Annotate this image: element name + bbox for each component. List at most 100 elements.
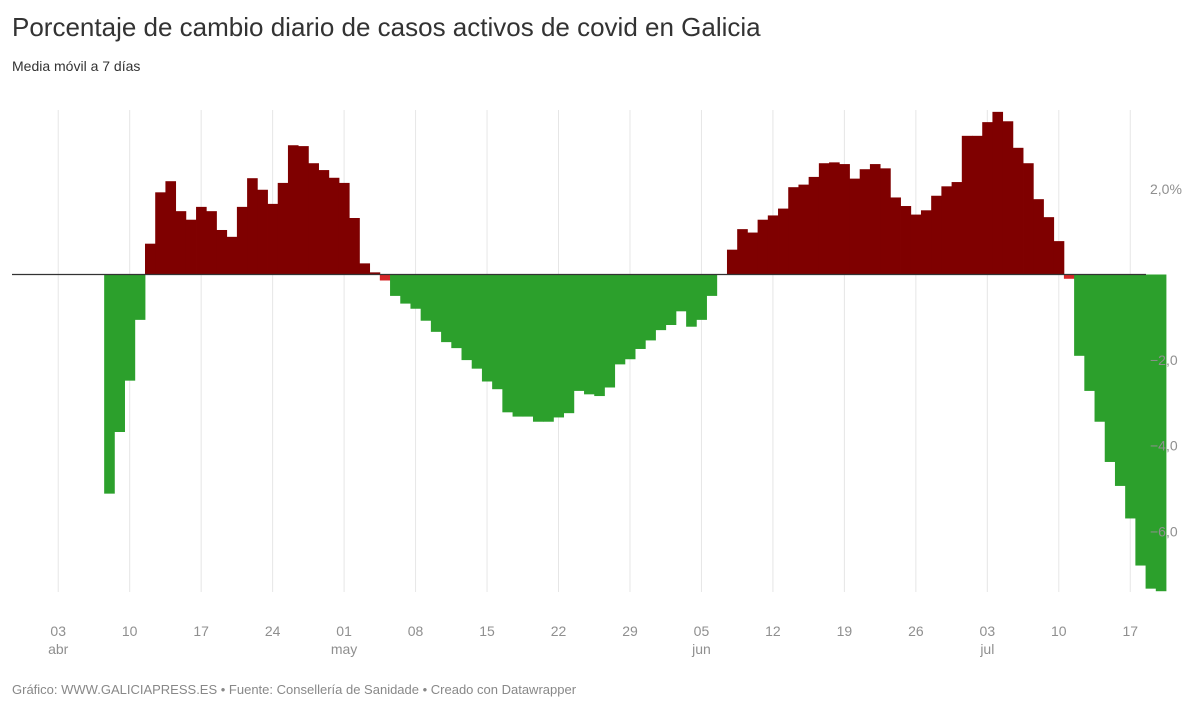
bar — [247, 178, 258, 275]
bar — [134, 274, 146, 320]
bar — [941, 186, 952, 275]
bar — [675, 274, 687, 312]
bar — [420, 274, 432, 321]
bar — [563, 274, 575, 414]
bar — [430, 274, 442, 332]
x-tick-label: 03 — [50, 623, 66, 639]
bar — [175, 211, 187, 275]
bar — [737, 229, 748, 275]
x-tick-month-label: jul — [979, 641, 994, 657]
x-tick-month-label: may — [331, 641, 357, 657]
bar — [1114, 274, 1126, 486]
bar — [818, 163, 830, 275]
y-tick-label: −2,0 — [1150, 352, 1178, 368]
bar — [1145, 274, 1157, 589]
bar — [951, 182, 963, 275]
x-tick-label: 17 — [193, 623, 209, 639]
bar — [1033, 199, 1044, 275]
bar — [747, 232, 759, 275]
bar — [788, 187, 799, 275]
bar — [890, 197, 901, 275]
bar — [543, 274, 554, 422]
bar — [318, 170, 330, 275]
bar — [124, 274, 136, 381]
bar — [349, 218, 360, 275]
bar — [992, 111, 1004, 275]
bar — [1155, 274, 1167, 592]
bar — [961, 135, 973, 275]
x-tick-label: 24 — [265, 623, 281, 639]
bar — [849, 178, 861, 275]
x-tick-label: 10 — [1051, 623, 1067, 639]
bar — [614, 274, 626, 365]
bar — [604, 274, 616, 388]
chart-subtitle: Media móvil a 7 días — [12, 58, 141, 74]
x-tick-label: 12 — [765, 623, 781, 639]
bar — [512, 274, 524, 417]
x-tick-label: 17 — [1122, 623, 1138, 639]
bar — [104, 274, 115, 494]
bar — [196, 206, 207, 275]
x-tick-month-label: abr — [48, 641, 69, 657]
x-tick-label: 15 — [479, 623, 495, 639]
bar — [839, 164, 850, 275]
bar — [859, 169, 871, 275]
x-axis-ticks: 03 abr 10 17 24 01 may 08 15 22 29 05 jun 12 19 26 03 jul… — [48, 623, 1138, 657]
bar — [982, 122, 993, 275]
bar — [869, 164, 881, 275]
y-tick-label: 2,0% — [1150, 181, 1182, 197]
bar — [338, 182, 350, 275]
bar — [492, 274, 503, 390]
bar — [686, 274, 697, 327]
bar — [277, 182, 289, 275]
bar — [1135, 274, 1146, 566]
x-tick-label: 19 — [837, 623, 853, 639]
bar — [573, 274, 585, 391]
bar — [1084, 274, 1095, 391]
bar — [808, 176, 820, 275]
bar — [236, 206, 248, 275]
bar — [655, 274, 667, 331]
bar — [584, 274, 595, 395]
bar — [1043, 217, 1055, 275]
bar — [624, 274, 636, 360]
bar — [1074, 274, 1085, 356]
bar — [1023, 163, 1034, 275]
bar — [931, 195, 942, 275]
bar — [706, 274, 718, 296]
bar — [155, 192, 166, 275]
bar — [829, 162, 840, 275]
bar — [900, 206, 912, 275]
bar — [481, 274, 493, 382]
bar — [328, 177, 340, 275]
bar — [185, 219, 197, 275]
bar — [287, 145, 299, 275]
x-tick-label: 08 — [408, 623, 424, 639]
bar — [1094, 274, 1106, 422]
bar — [226, 236, 238, 275]
bar — [308, 163, 319, 275]
bar — [145, 243, 156, 275]
bar — [778, 208, 789, 275]
bar — [216, 229, 228, 275]
bar — [767, 215, 779, 275]
bar — [696, 274, 707, 320]
bar — [798, 184, 810, 275]
bar — [757, 219, 769, 275]
bar — [379, 274, 391, 281]
x-tick-label: 22 — [551, 623, 567, 639]
y-tick-label: −4,0 — [1150, 438, 1178, 454]
bar — [665, 274, 677, 326]
bar — [532, 274, 544, 422]
bar — [635, 274, 646, 349]
bar — [267, 203, 279, 275]
bar — [553, 274, 565, 418]
bar — [390, 274, 401, 296]
bar — [1002, 121, 1014, 275]
bar — [522, 274, 534, 417]
bar — [114, 274, 125, 433]
x-tick-label: 05 — [694, 623, 710, 639]
bar — [1104, 274, 1116, 462]
bar — [1012, 147, 1024, 275]
